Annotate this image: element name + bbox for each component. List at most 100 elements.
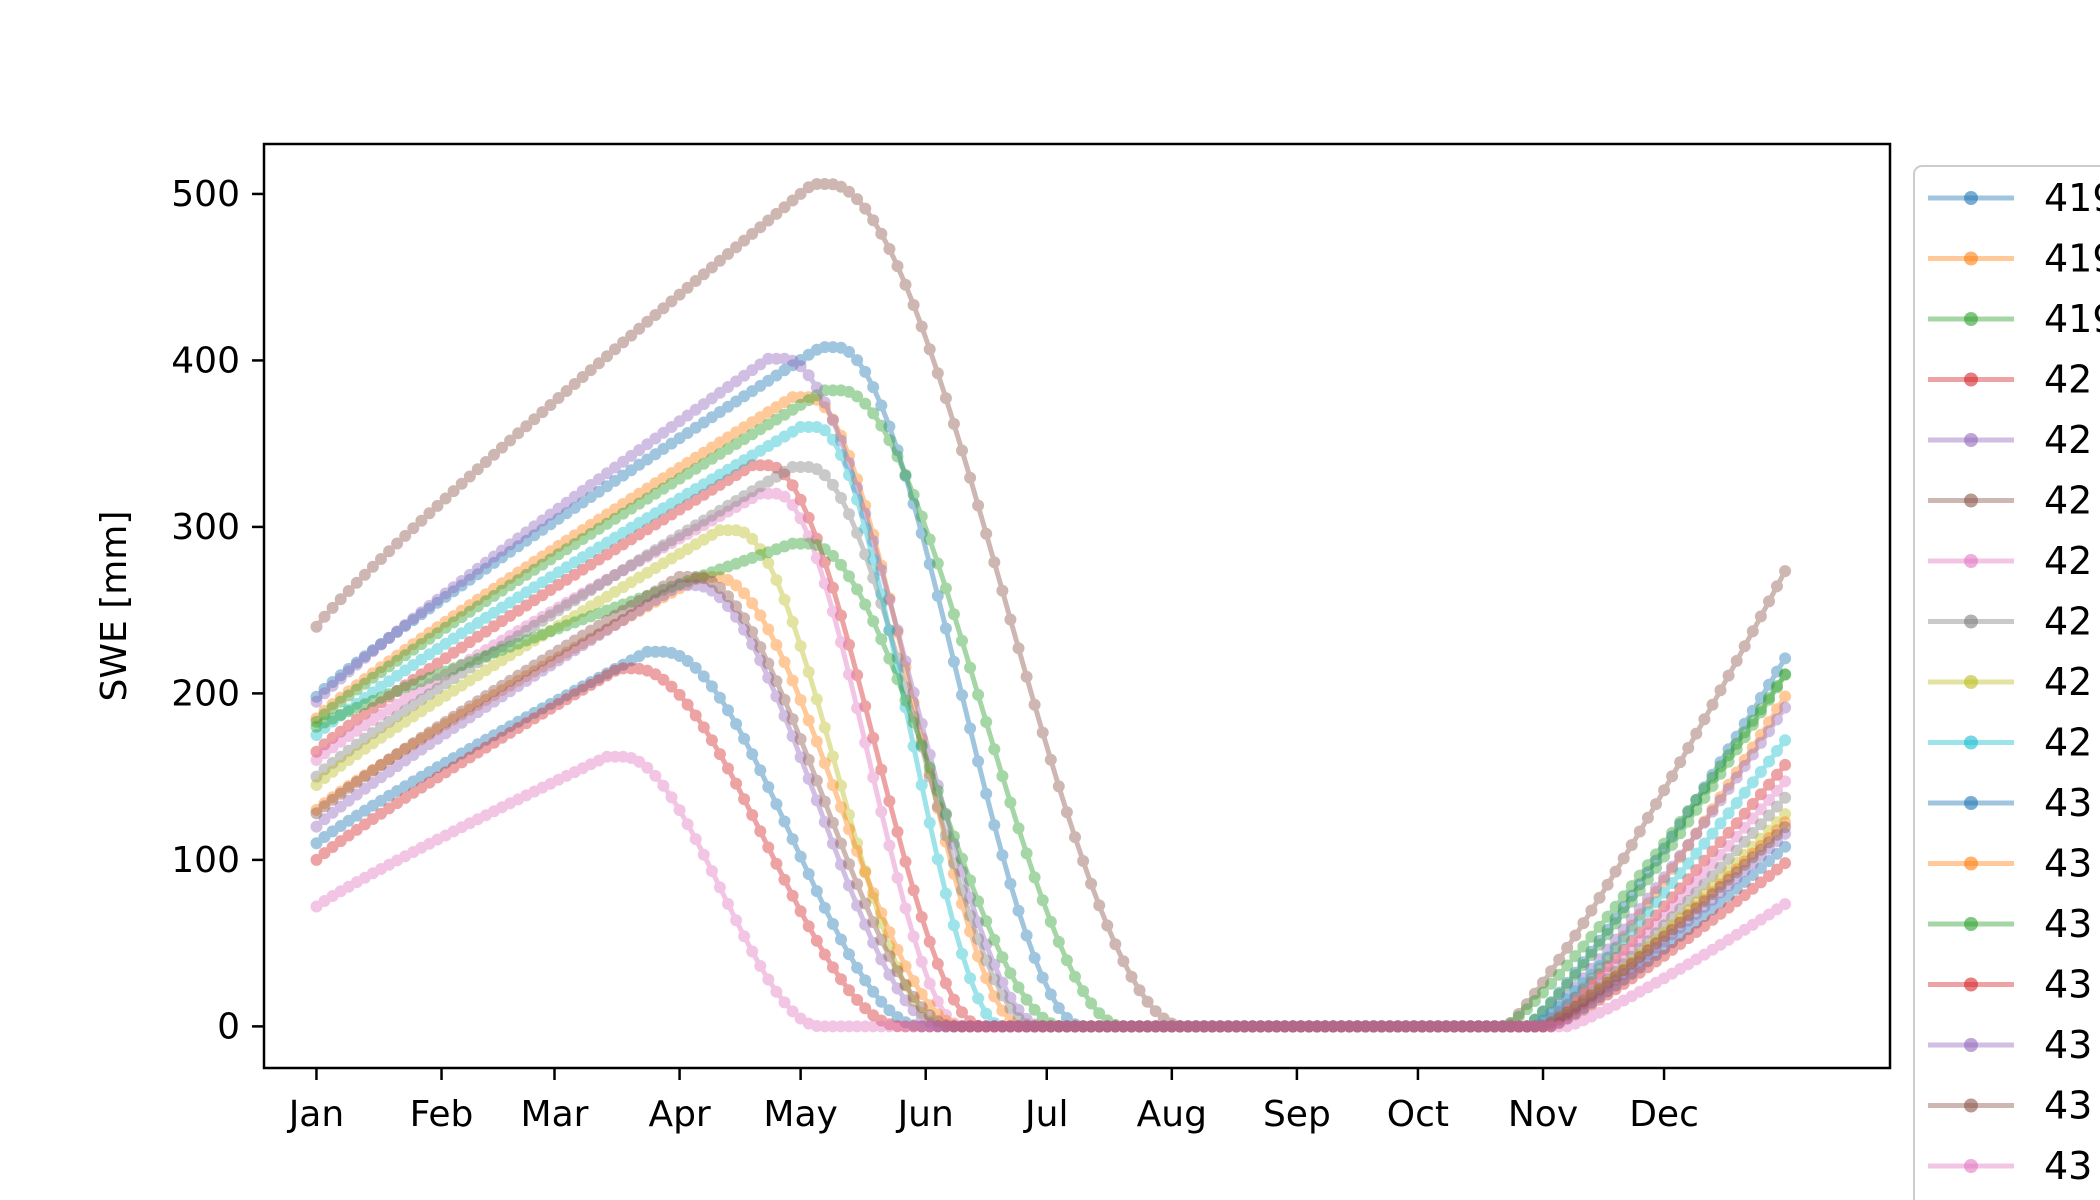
- series-point: [1077, 1020, 1090, 1033]
- series-point: [1528, 1020, 1541, 1033]
- series-point: [1553, 1011, 1566, 1024]
- series-point: [1101, 1020, 1114, 1033]
- series-point: [512, 604, 525, 617]
- series-point: [1222, 1020, 1235, 1033]
- series-point: [1028, 1020, 1041, 1033]
- series-point: [455, 579, 468, 592]
- series-line: [314, 491, 1787, 1029]
- series-point: [705, 528, 718, 541]
- series-point: [576, 762, 589, 775]
- series-point: [1545, 1018, 1558, 1031]
- series-point: [835, 492, 847, 504]
- series-point: [326, 741, 339, 754]
- series-point: [592, 522, 605, 535]
- series-point: [988, 556, 1001, 569]
- series-point: [1222, 1020, 1235, 1033]
- series-point: [1754, 765, 1767, 778]
- series-point: [826, 178, 839, 191]
- series-point: [1069, 1020, 1081, 1033]
- series-point: [1093, 1020, 1106, 1033]
- series-point: [859, 548, 872, 561]
- series-point: [1327, 1020, 1340, 1033]
- series-point: [972, 933, 985, 945]
- series-point: [1666, 919, 1679, 932]
- series-point: [1069, 1020, 1081, 1033]
- series-point: [1351, 1020, 1364, 1033]
- series-point: [867, 528, 880, 541]
- series-point: [496, 634, 508, 647]
- series-point: [1504, 1020, 1517, 1033]
- series-point: [1270, 1020, 1283, 1033]
- series-point: [471, 669, 484, 682]
- series-point: [625, 609, 638, 622]
- series-point: [1722, 853, 1735, 865]
- series-point: [1456, 1020, 1469, 1033]
- series-point: [407, 678, 420, 691]
- series-point: [1633, 948, 1646, 961]
- series-point: [1206, 1020, 1219, 1033]
- series-point: [1149, 1020, 1162, 1033]
- series-point: [1609, 942, 1622, 955]
- series-point: [738, 369, 751, 382]
- series-point: [633, 755, 646, 768]
- series-point: [358, 568, 371, 581]
- series-point: [423, 602, 436, 615]
- series-point: [1012, 1003, 1025, 1016]
- series-point: [1553, 986, 1566, 999]
- series-point: [899, 278, 912, 291]
- series-point: [1593, 891, 1606, 904]
- series-point: [1206, 1020, 1219, 1033]
- series-point: [383, 690, 396, 703]
- series-point: [649, 645, 662, 658]
- series-point: [1117, 1020, 1130, 1033]
- series-12: [310, 537, 1792, 1033]
- series-point: [431, 833, 444, 846]
- series-point: [915, 738, 928, 751]
- series-point: [375, 771, 387, 784]
- series-point: [391, 785, 404, 797]
- series-point: [1650, 955, 1662, 968]
- series-point: [1294, 1020, 1307, 1033]
- series-point: [1722, 901, 1735, 914]
- series-point: [1319, 1020, 1332, 1033]
- series-point: [1746, 798, 1759, 810]
- series-point: [1424, 1020, 1436, 1033]
- series-point: [1577, 956, 1590, 969]
- series-point: [1722, 755, 1735, 768]
- series-point: [1343, 1020, 1356, 1033]
- series-point: [722, 431, 734, 444]
- series-point: [1625, 935, 1638, 948]
- series-point: [843, 858, 855, 871]
- series-point: [891, 450, 904, 463]
- series-point: [1303, 1020, 1315, 1033]
- series-point: [746, 428, 759, 441]
- series-point: [1706, 913, 1719, 926]
- series-point: [1391, 1020, 1404, 1033]
- series-point: [1391, 1020, 1404, 1033]
- series-point: [383, 726, 396, 739]
- series-point: [1464, 1020, 1477, 1033]
- series-point: [1190, 1020, 1202, 1033]
- series-point: [1060, 1020, 1073, 1033]
- series-point: [1601, 943, 1614, 956]
- series-point: [1569, 1007, 1582, 1020]
- series-point: [794, 905, 807, 918]
- x-tick-label: Dec: [1629, 1094, 1699, 1135]
- series-point: [956, 1020, 968, 1033]
- series-point: [1488, 1020, 1501, 1033]
- series-point: [375, 696, 387, 709]
- series-point: [1262, 1020, 1275, 1033]
- series-point: [375, 666, 387, 679]
- series-point: [722, 248, 734, 260]
- series-point: [1625, 955, 1638, 968]
- series-point: [633, 528, 646, 541]
- series-point: [536, 523, 549, 536]
- series-point: [1133, 1020, 1146, 1033]
- series-point: [407, 738, 420, 751]
- series-point: [762, 623, 775, 636]
- series-point: [1077, 1020, 1090, 1033]
- series-point: [972, 992, 985, 1005]
- series-point: [415, 781, 428, 794]
- series-point: [947, 993, 960, 1006]
- series-point: [1650, 848, 1662, 861]
